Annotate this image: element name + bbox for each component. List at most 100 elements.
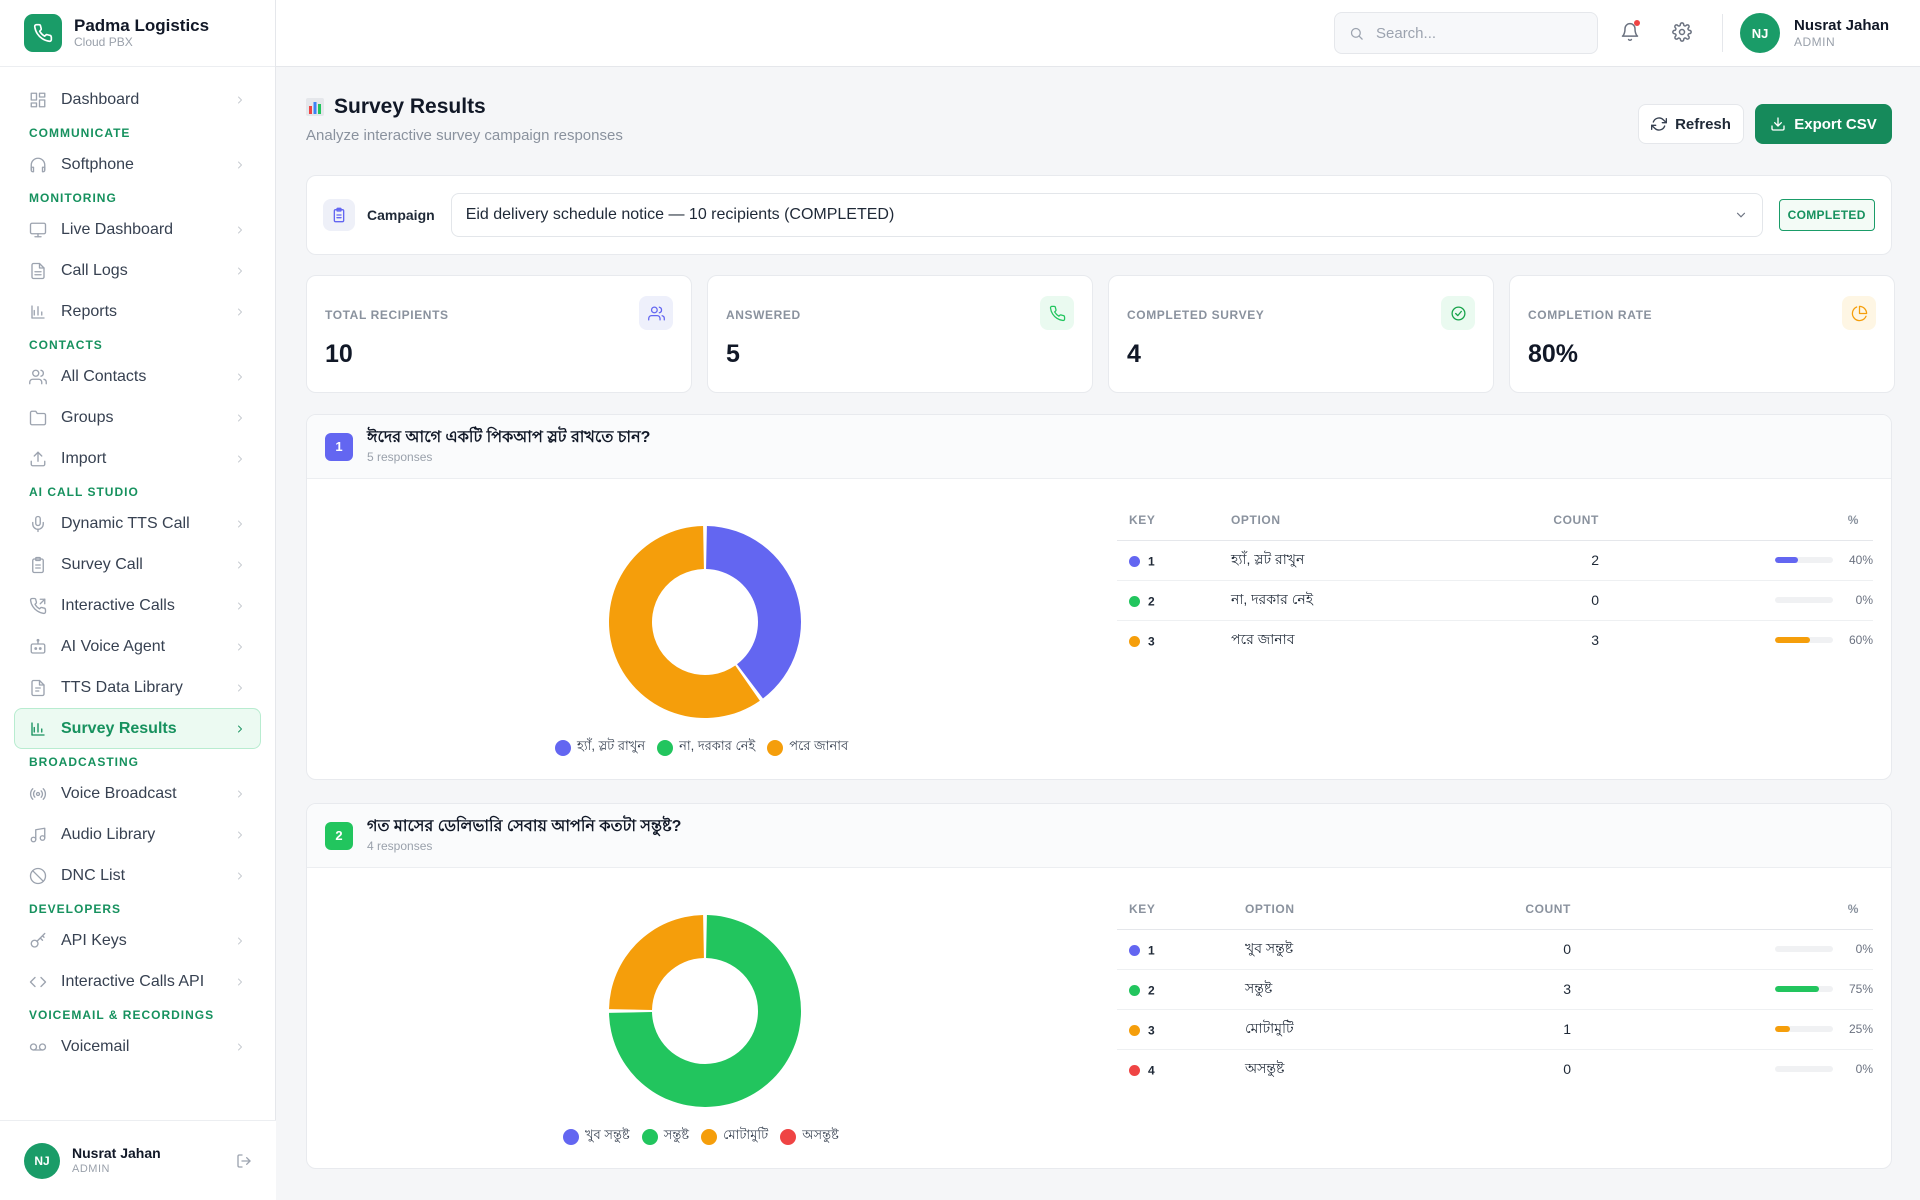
percent-cell: 25% — [1611, 1022, 1873, 1036]
sidebar-item-api-keys[interactable]: API Keys — [14, 920, 261, 961]
sidebar-section-monitoring: MONITORING — [29, 191, 117, 205]
sidebar-item-dnc-list[interactable]: DNC List — [14, 855, 261, 896]
option-count: 3 — [1591, 632, 1599, 649]
option-key: 1 — [1148, 554, 1155, 569]
chevron-right-icon — [234, 559, 246, 571]
sidebar-item-voicemail[interactable]: Voicemail — [14, 1026, 261, 1067]
user-role: ADMIN — [1794, 34, 1836, 49]
avatar: NJ — [1740, 13, 1780, 53]
clipboard-icon — [29, 556, 47, 574]
question-card-1: 1 ঈদের আগে একটি পিকআপ স্লট রাখতে চান? 5 … — [306, 414, 1892, 780]
sidebar-item-reports[interactable]: Reports — [14, 291, 261, 332]
chevron-right-icon — [234, 224, 246, 236]
refresh-icon — [1651, 117, 1668, 131]
donut-slice[interactable] — [609, 915, 704, 1010]
legend-item[interactable]: সন্তুষ্ট — [641, 1126, 689, 1147]
pie-chart-icon — [1842, 296, 1876, 330]
bar-icon — [29, 720, 47, 738]
percent-cell: 75% — [1611, 982, 1873, 996]
topbar-user[interactable]: NJ Nusrat Jahan ADMIN — [1740, 13, 1889, 53]
legend-color-dot — [701, 1128, 718, 1145]
refresh-button[interactable]: Refresh — [1638, 104, 1744, 144]
sidebar-item-survey-results[interactable]: Survey Results — [14, 708, 261, 749]
sidebar-item-all-contacts[interactable]: All Contacts — [14, 356, 261, 397]
percent-cell: 60% — [1635, 633, 1873, 647]
voicemail-icon — [29, 1038, 47, 1056]
percent-cell: 0% — [1635, 593, 1873, 607]
sidebar-item-import[interactable]: Import — [14, 438, 261, 479]
chevron-right-icon — [234, 976, 246, 988]
col-key: KEY — [1117, 500, 1231, 541]
legend-item[interactable]: হ্যাঁ, স্লট রাখুন — [555, 737, 645, 758]
legend-label: খুব সন্তুষ্ট — [585, 1127, 630, 1142]
sidebar-item-live-dashboard[interactable]: Live Dashboard — [14, 209, 261, 250]
headphones-icon — [29, 156, 47, 174]
legend-item[interactable]: পরে জানাব — [767, 737, 848, 758]
upload-icon — [29, 450, 47, 468]
chart-legend: খুব সন্তুষ্ট সন্তুষ্ট মোটামুটি অসন্তুষ্ট — [563, 1126, 851, 1147]
sidebar-item-softphone[interactable]: Softphone — [14, 144, 261, 185]
sidebar-item-label: Audio Library — [61, 825, 156, 843]
sidebar-section-communicate: COMMUNICATE — [29, 126, 131, 140]
brand[interactable]: Padma Logistics Cloud PBX — [0, 0, 275, 67]
sidebar-item-interactive-calls-api[interactable]: Interactive Calls API — [14, 961, 261, 1002]
percent-text: 60% — [1848, 633, 1873, 648]
chevron-right-icon — [234, 265, 246, 277]
sidebar-item-groups[interactable]: Groups — [14, 397, 261, 438]
sidebar-item-tts-data-library[interactable]: TTS Data Library — [14, 667, 261, 708]
sidebar-item-audio-library[interactable]: Audio Library — [14, 814, 261, 855]
download-icon — [1771, 117, 1785, 131]
users-icon — [29, 368, 47, 386]
key-color-dot — [1129, 555, 1140, 567]
key-color-dot — [1129, 595, 1140, 607]
logout-icon[interactable] — [236, 1153, 252, 1169]
sidebar-item-label: Dynamic TTS Call — [61, 514, 190, 532]
legend-label: হ্যাঁ, স্লট রাখুন — [577, 738, 646, 753]
percent-bar — [1775, 1026, 1833, 1032]
notification-dot — [1634, 20, 1640, 26]
campaign-select[interactable]: Eid delivery schedule notice — 10 recipi… — [450, 193, 1763, 237]
bell-icon[interactable] — [1618, 20, 1642, 44]
legend-item[interactable]: অসন্তুষ্ট — [780, 1126, 839, 1147]
question-response-count: 4 responses — [367, 839, 433, 853]
avatar[interactable]: NJ — [24, 1142, 60, 1179]
donut-slice[interactable] — [609, 915, 801, 1107]
gear-icon[interactable] — [1670, 20, 1694, 44]
legend-item[interactable]: খুব সন্তুষ্ট — [563, 1126, 630, 1147]
table-row[interactable]: 1 খুব সন্তুষ্ট 0 0% — [1117, 929, 1873, 970]
sidebar-item-interactive-calls[interactable]: Interactive Calls — [14, 585, 261, 626]
sidebar-item-label: Softphone — [61, 155, 134, 173]
sidebar-item-survey-call[interactable]: Survey Call — [14, 544, 261, 585]
user-name: Nusrat Jahan — [72, 1145, 161, 1161]
campaign-selected-value: Eid delivery schedule notice — 10 recipi… — [465, 206, 895, 223]
legend-color-dot — [767, 739, 784, 756]
question-title: গত মাসের ডেলিভারি সেবায় আপনি কতটা সন্তু… — [367, 818, 682, 835]
stat-value: 10 — [325, 340, 353, 368]
stat-value: 4 — [1127, 340, 1141, 368]
option-key: 3 — [1148, 634, 1155, 649]
legend-label: পরে জানাব — [789, 738, 849, 753]
sidebar-item-call-logs[interactable]: Call Logs — [14, 250, 261, 291]
legend-item[interactable]: মোটামুটি — [701, 1126, 768, 1147]
table-row[interactable]: 3 পরে জানাব 3 60% — [1117, 620, 1873, 660]
option-key: 2 — [1148, 983, 1155, 998]
percent-cell: 0% — [1611, 1062, 1873, 1076]
sidebar-item-dynamic-tts-call[interactable]: Dynamic TTS Call — [14, 503, 261, 544]
chevron-right-icon — [234, 600, 246, 612]
export-csv-button[interactable]: Export CSV — [1755, 104, 1892, 144]
percent-bar — [1775, 1066, 1833, 1073]
table-row[interactable]: 2 সন্তুষ্ট 3 75% — [1117, 969, 1873, 1010]
sidebar-item-voice-broadcast[interactable]: Voice Broadcast — [14, 773, 261, 814]
brand-subtitle: Cloud PBX — [74, 35, 133, 49]
table-row[interactable]: 4 অসন্তুষ্ট 0 0% — [1117, 1049, 1873, 1089]
sidebar-item-ai-voice-agent[interactable]: AI Voice Agent — [14, 626, 261, 667]
table-row[interactable]: 1 হ্যাঁ, স্লট রাখুন 2 40% — [1117, 540, 1873, 581]
table-row[interactable]: 3 মোটামুটি 1 25% — [1117, 1009, 1873, 1050]
donut-slice[interactable] — [706, 526, 801, 699]
sidebar-item-dashboard[interactable]: Dashboard — [14, 79, 261, 120]
table-row[interactable]: 2 না, দরকার নেই 0 0% — [1117, 580, 1873, 621]
donut-slice[interactable] — [609, 526, 760, 718]
question-header: 2 গত মাসের ডেলিভারি সেবায় আপনি কতটা সন্… — [307, 804, 1891, 868]
search-input[interactable]: Search... — [1334, 12, 1598, 54]
legend-item[interactable]: না, দরকার নেই — [657, 737, 755, 758]
